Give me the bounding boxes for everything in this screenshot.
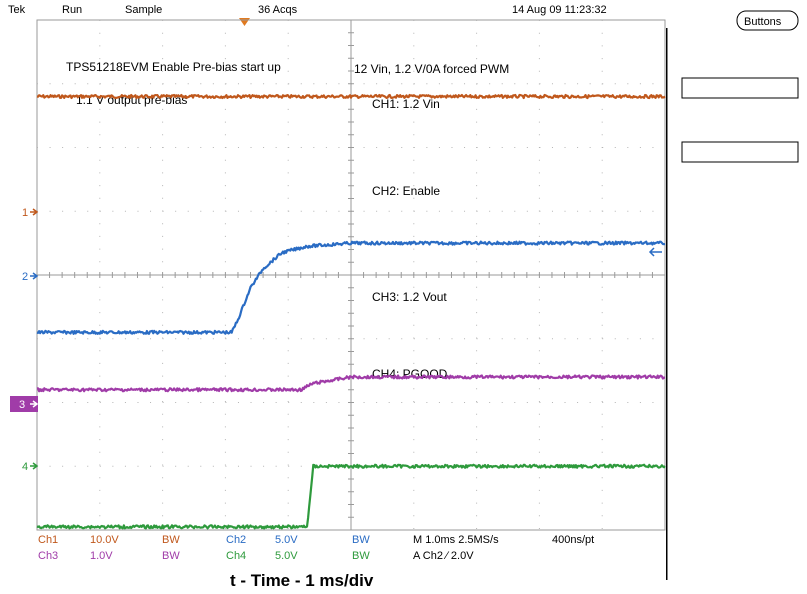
buttons-button[interactable]: Buttons [736,10,799,31]
plot-title: TPS51218EVM Enable Pre-bias start up [66,60,281,74]
timebase-readout: M 1.0ms 2.5MS/s [413,534,499,546]
ch3-bandwidth: BW [162,550,180,562]
buttons-button-label: Buttons [744,16,782,28]
acquisition-mode: Sample [125,4,162,16]
ch1-bandwidth: BW [162,534,180,546]
ch3-trace [36,374,666,393]
ch4-bandwidth: BW [352,550,370,562]
ch2-scale: 5.0V [275,534,298,546]
brand-label: Tek [8,4,26,16]
ch4-marker-label: 4 [22,461,28,473]
ch2-marker: 2 [22,271,39,283]
side-menu-box-2[interactable] [681,141,799,163]
acquisition-count: 36 Acqs [258,4,298,16]
ch2-marker-label: 2 [22,271,28,283]
date-time: 14 Aug 09 11:23:32 [512,4,607,16]
ch1-scale: 10.0V [90,534,119,546]
side-menu-box-1[interactable] [681,77,799,99]
ch1-marker: 1 [22,207,39,219]
ch4-name: Ch4 [226,550,246,562]
trigger-readout: A Ch2 ∕ 2.0V [413,550,474,562]
ch3-marker: 3 [10,396,39,412]
ch1-trace [36,93,666,100]
ch3-marker-label: 3 [19,399,25,411]
x-axis-label: t - Time - 1 ms/div [230,571,374,590]
ch2-name: Ch2 [226,534,246,546]
trace-group [36,93,666,530]
ch3-name: Ch3 [38,550,58,562]
panel-divider [666,28,668,580]
ch1-name: Ch1 [38,534,58,546]
ch2-trace [36,240,666,335]
ch2-bandwidth: BW [352,534,370,546]
ch4-marker: 4 [22,461,39,473]
ch3-scale: 1.0V [90,550,113,562]
conditions-label: 12 Vin, 1.2 V/0A forced PWM [354,62,509,76]
ch4-trace [36,463,666,530]
ch1-marker-label: 1 [22,207,28,219]
ch2-offscreen-arrow-icon [648,247,662,257]
resolution-readout: 400ns/pt [552,534,594,546]
ch2-annotation: CH2: Enable [372,184,440,198]
trigger-position-marker [239,18,250,26]
ch1-annotation: CH1: 1.2 Vin [372,97,440,111]
ch4-scale: 5.0V [275,550,298,562]
ch3-annotation: CH3: 1.2 Vout [372,290,447,304]
run-state: Run [62,4,82,16]
